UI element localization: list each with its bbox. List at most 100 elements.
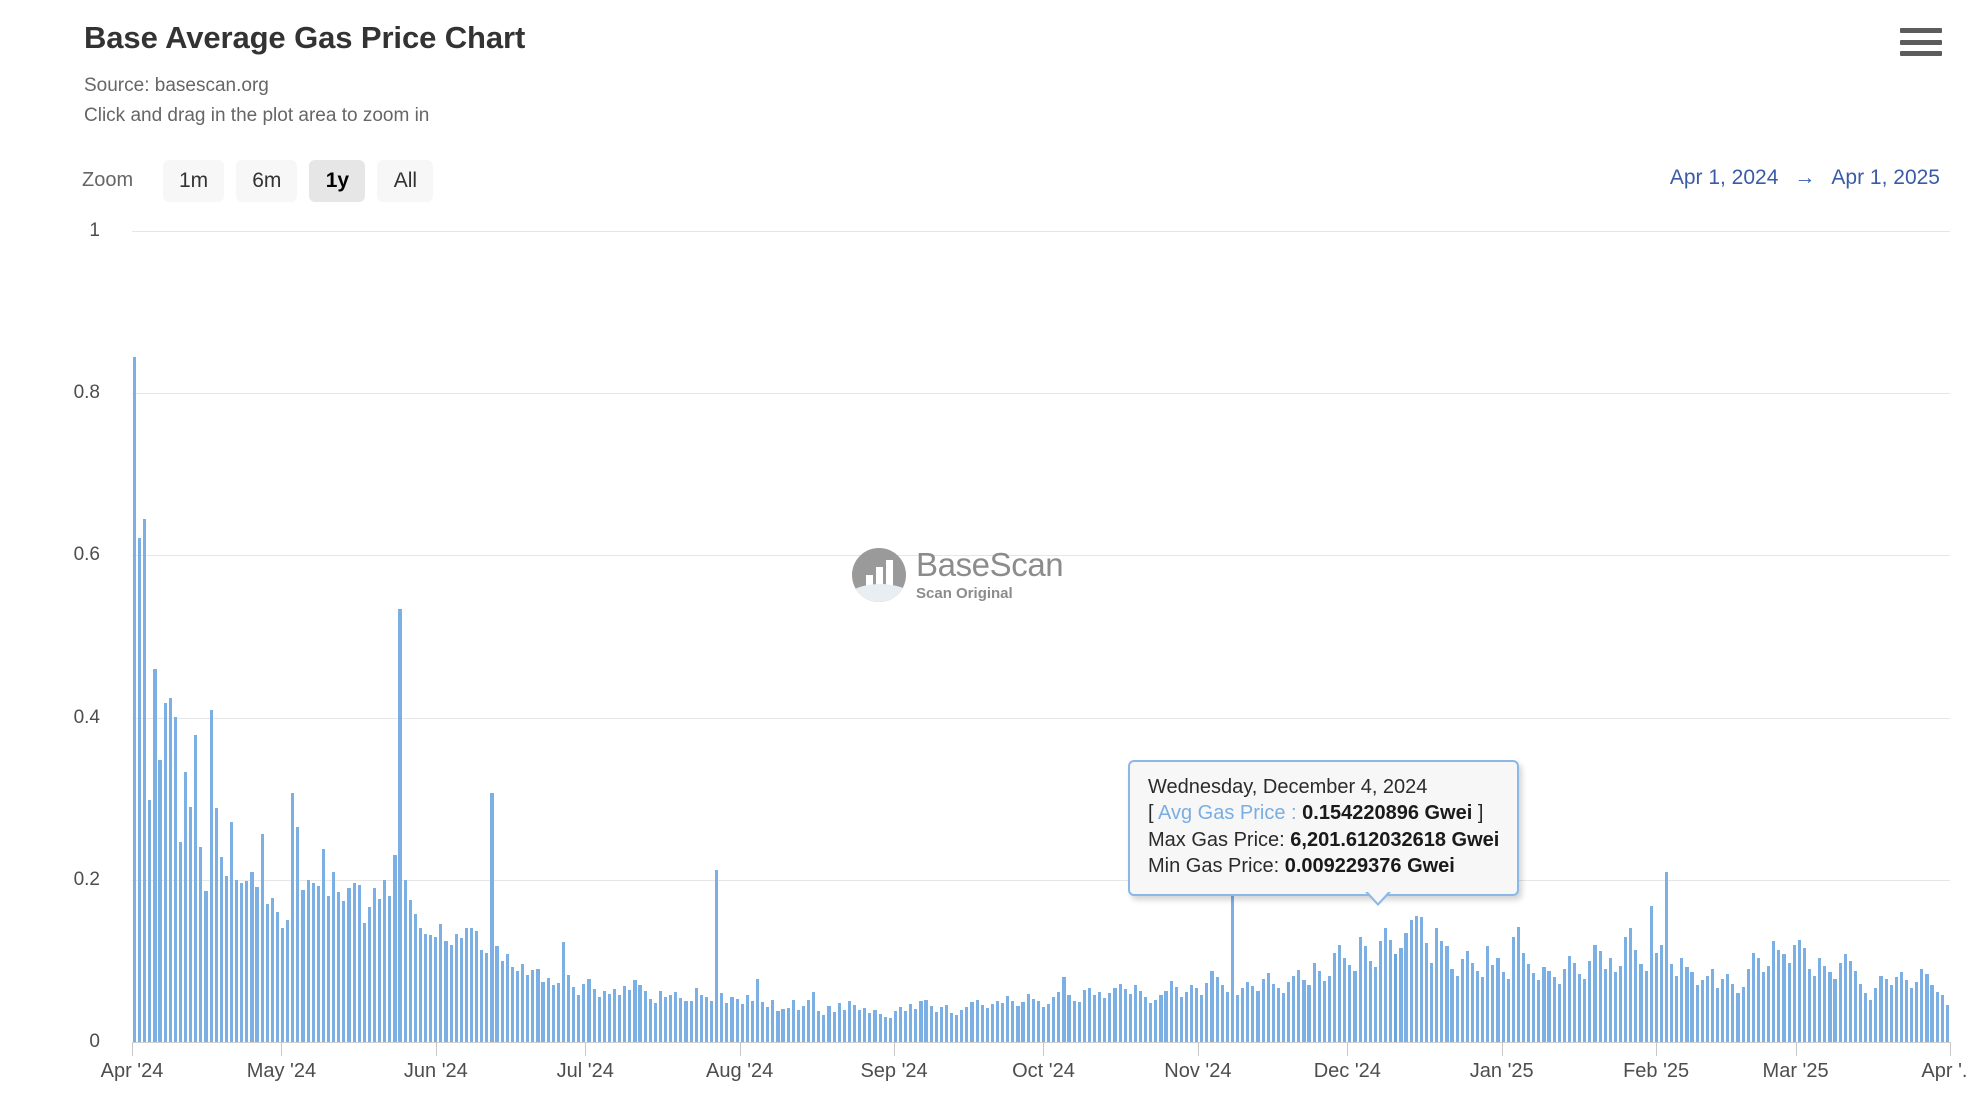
bar[interactable]: [311, 883, 315, 1042]
bar[interactable]: [265, 904, 269, 1042]
bar[interactable]: [1567, 956, 1572, 1042]
bar[interactable]: [337, 891, 341, 1042]
bar[interactable]: [1087, 988, 1092, 1042]
bar[interactable]: [1624, 936, 1628, 1042]
bar[interactable]: [1414, 916, 1418, 1042]
bar[interactable]: [321, 848, 326, 1042]
bar[interactable]: [326, 896, 331, 1042]
bar[interactable]: [1001, 1003, 1005, 1042]
bar[interactable]: [1935, 991, 1939, 1042]
bar[interactable]: [858, 1010, 862, 1042]
bar[interactable]: [245, 880, 249, 1042]
bar[interactable]: [1813, 975, 1817, 1042]
bar[interactable]: [1649, 905, 1653, 1042]
bar[interactable]: [796, 1009, 800, 1042]
bar[interactable]: [1465, 951, 1469, 1042]
bar[interactable]: [1256, 990, 1260, 1042]
bar[interactable]: [1057, 991, 1061, 1042]
bar[interactable]: [1756, 957, 1761, 1042]
bar[interactable]: [1031, 999, 1035, 1042]
bar[interactable]: [658, 990, 663, 1042]
bar[interactable]: [1588, 960, 1592, 1042]
bar[interactable]: [689, 1001, 693, 1042]
bar[interactable]: [1373, 967, 1377, 1042]
bar[interactable]: [485, 952, 489, 1042]
bar[interactable]: [183, 771, 188, 1042]
date-range-from[interactable]: Apr 1, 2024: [1669, 166, 1779, 189]
bar[interactable]: [229, 822, 234, 1042]
bar[interactable]: [1634, 949, 1638, 1042]
bar[interactable]: [822, 1015, 826, 1042]
bar[interactable]: [766, 1007, 770, 1042]
bar[interactable]: [720, 993, 724, 1042]
bar[interactable]: [250, 871, 254, 1042]
bar[interactable]: [944, 1004, 949, 1042]
bar[interactable]: [260, 833, 264, 1042]
bar[interactable]: [163, 703, 167, 1042]
bar[interactable]: [434, 937, 438, 1042]
bar[interactable]: [1940, 994, 1944, 1042]
bar[interactable]: [1501, 972, 1505, 1042]
bar[interactable]: [893, 1011, 897, 1042]
bar[interactable]: [1864, 993, 1868, 1042]
bar[interactable]: [1746, 969, 1750, 1042]
bar[interactable]: [623, 986, 627, 1042]
bar[interactable]: [1731, 983, 1735, 1042]
bar[interactable]: [1470, 962, 1475, 1042]
bar[interactable]: [755, 978, 760, 1042]
bar[interactable]: [296, 827, 300, 1042]
bar[interactable]: [1190, 985, 1194, 1042]
bar[interactable]: [1639, 964, 1643, 1042]
bar[interactable]: [1378, 940, 1383, 1042]
bar[interactable]: [1419, 917, 1423, 1042]
bar[interactable]: [556, 982, 560, 1042]
bar[interactable]: [1481, 977, 1485, 1042]
bar[interactable]: [612, 989, 617, 1042]
bar[interactable]: [1644, 970, 1648, 1042]
bar[interactable]: [1317, 970, 1321, 1042]
bar[interactable]: [464, 927, 468, 1042]
bar[interactable]: [357, 885, 361, 1042]
bar[interactable]: [852, 1004, 857, 1042]
bar[interactable]: [1511, 936, 1515, 1042]
bar[interactable]: [1062, 977, 1066, 1042]
bar[interactable]: [143, 518, 147, 1042]
bar[interactable]: [1930, 985, 1934, 1042]
bar[interactable]: [827, 1006, 831, 1042]
bar[interactable]: [1710, 969, 1715, 1042]
bar[interactable]: [1629, 928, 1633, 1042]
bar[interactable]: [868, 1012, 872, 1042]
bar[interactable]: [546, 977, 550, 1042]
bar[interactable]: [275, 912, 280, 1042]
bar[interactable]: [1787, 962, 1791, 1042]
bar[interactable]: [1368, 960, 1372, 1042]
bar[interactable]: [740, 1003, 744, 1042]
bar[interactable]: [1307, 985, 1311, 1042]
bar[interactable]: [761, 1002, 765, 1042]
bar[interactable]: [219, 857, 223, 1042]
bar[interactable]: [510, 966, 514, 1042]
bar[interactable]: [771, 999, 775, 1042]
bar[interactable]: [1348, 964, 1352, 1042]
bar[interactable]: [904, 1011, 908, 1042]
bar[interactable]: [960, 1009, 964, 1042]
bar[interactable]: [1138, 990, 1143, 1042]
bar[interactable]: [158, 759, 162, 1042]
bar[interactable]: [684, 1000, 688, 1042]
bar[interactable]: [1220, 985, 1224, 1042]
bar[interactable]: [1777, 949, 1781, 1042]
bar[interactable]: [1491, 964, 1495, 1042]
bar[interactable]: [495, 945, 499, 1042]
bar[interactable]: [1705, 975, 1709, 1042]
bar[interactable]: [898, 1007, 903, 1042]
bar[interactable]: [214, 808, 218, 1042]
bar[interactable]: [454, 934, 458, 1042]
bar[interactable]: [638, 985, 642, 1042]
bar[interactable]: [750, 1000, 754, 1042]
bar[interactable]: [633, 979, 637, 1042]
bar[interactable]: [132, 356, 137, 1042]
bar[interactable]: [888, 1018, 892, 1042]
bar[interactable]: [1164, 990, 1168, 1042]
bar[interactable]: [1557, 983, 1561, 1042]
bar[interactable]: [449, 944, 453, 1042]
